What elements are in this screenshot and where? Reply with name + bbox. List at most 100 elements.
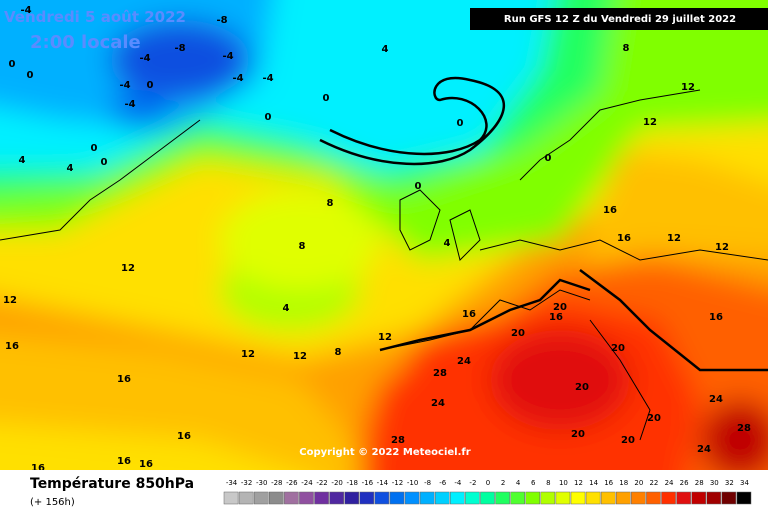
temperature-map: Run GFS 12 Z du Vendredi 29 juillet 2022… <box>0 0 768 470</box>
contour-label: 24 <box>431 398 445 409</box>
scale-swatch <box>600 491 616 505</box>
scale-swatch <box>314 491 329 505</box>
scale-label: 22 <box>649 479 658 487</box>
contour-label: 16 <box>617 233 631 244</box>
scale-label: 16 <box>604 479 613 487</box>
contour-label: 0 <box>457 118 464 129</box>
forecast-date: Vendredi 5 août 2022 <box>4 8 186 26</box>
contour-label: 12 <box>378 332 392 343</box>
contour-label: 8 <box>335 347 342 358</box>
scale-label: -30 <box>256 479 267 487</box>
legend-bar: Température 850hPa (+ 156h) -34 -32 -30 -28… <box>30 476 752 508</box>
scale-label: 10 <box>559 479 568 487</box>
scale-swatch <box>555 491 571 505</box>
contour-label: 20 <box>553 302 567 313</box>
contour-label: 20 <box>621 435 635 446</box>
scale-swatch <box>495 491 510 505</box>
contour-label: 12 <box>643 117 657 128</box>
contour-label: 24 <box>457 356 471 367</box>
contour-label: 0 <box>415 181 422 192</box>
contour-label: -4 <box>222 51 233 62</box>
contour-label: -4 <box>119 80 130 91</box>
scale-label: -32 <box>241 479 252 487</box>
scale-label: -28 <box>271 479 282 487</box>
scale-swatch <box>480 491 495 505</box>
contour-label: 12 <box>681 82 695 93</box>
contour-label: 4 <box>382 44 389 55</box>
scale-swatch <box>269 491 284 505</box>
scale-swatch <box>691 491 706 505</box>
contour-label: -8 <box>174 43 185 54</box>
contour-label: -4 <box>139 53 150 64</box>
contour-label: -4 <box>124 99 135 110</box>
scale-swatch <box>329 491 344 505</box>
scale-swatch <box>223 491 239 505</box>
scale-swatch <box>540 491 556 505</box>
scale-label: -10 <box>407 479 418 487</box>
forecast-lead: (+ 156h) <box>30 497 75 508</box>
contour-label: 0 <box>9 59 16 70</box>
contour-label: 0 <box>265 112 272 123</box>
contour-label: 20 <box>647 413 661 424</box>
scale-swatch <box>465 491 480 505</box>
scale-swatch <box>570 491 586 505</box>
temperature-field <box>0 0 768 470</box>
contour-label: 20 <box>575 382 589 393</box>
scale-label: 0 <box>486 479 490 487</box>
contour-label: 12 <box>293 351 307 362</box>
scale-label: -24 <box>301 479 313 487</box>
contour-label: 28 <box>737 423 751 434</box>
scale-label: 18 <box>619 479 628 487</box>
contour-label: 12 <box>241 349 255 360</box>
scale-label: 34 <box>740 479 749 487</box>
run-banner <box>470 8 768 30</box>
copyright: Copyright © 2022 Meteociel.fr <box>299 447 470 458</box>
scale-label: 2 <box>501 479 505 487</box>
scale-label: 8 <box>546 479 550 487</box>
contour-label: 8 <box>299 241 306 252</box>
coastlines <box>0 89 768 441</box>
contour-label: 20 <box>511 328 525 339</box>
scale-swatch <box>646 491 661 505</box>
scale-swatch <box>676 491 691 505</box>
contour-label: 0 <box>27 70 34 81</box>
scale-swatch <box>344 491 360 505</box>
scale-label: -22 <box>316 479 327 487</box>
scale-label: -4 <box>454 479 462 487</box>
contour-label: 12 <box>715 242 729 253</box>
contour-label: 8 <box>623 43 630 54</box>
scale-label: -12 <box>392 479 403 487</box>
contour-label: 16 <box>603 205 617 216</box>
contour-label: 12 <box>3 295 17 306</box>
contour-label: 16 <box>709 312 723 323</box>
scale-swatch <box>238 491 254 505</box>
scale-label: -2 <box>469 479 476 487</box>
contour-label: 20 <box>611 343 625 354</box>
contour-label: 16 <box>462 309 476 320</box>
contour-label: 28 <box>433 368 447 379</box>
scale-swatch <box>585 491 601 505</box>
scale-swatch <box>661 491 676 505</box>
contour-label: 12 <box>667 233 681 244</box>
contour-label: 28 <box>391 435 405 446</box>
scale-label: -20 <box>331 479 342 487</box>
contour-label: 0 <box>545 153 552 164</box>
contour-label: 4 <box>67 163 74 174</box>
scale-swatch <box>404 491 420 505</box>
scale-swatch <box>631 491 646 505</box>
scale-label: 24 <box>665 479 674 487</box>
scale-swatch <box>706 491 722 505</box>
contour-label: 16 <box>5 341 19 352</box>
scale-label: -6 <box>439 479 447 487</box>
legend-title: Température 850hPa <box>30 476 194 492</box>
contour-label: 24 <box>709 394 723 405</box>
contour-label: -4 <box>232 73 243 84</box>
scale-label: -16 <box>362 479 374 487</box>
scale-swatch <box>374 491 390 505</box>
scale-swatch <box>434 491 450 505</box>
scale-swatch <box>253 491 269 505</box>
contour-label: 16 <box>117 456 131 467</box>
contour-label: 4 <box>444 238 451 249</box>
scale-label: -26 <box>286 479 298 487</box>
